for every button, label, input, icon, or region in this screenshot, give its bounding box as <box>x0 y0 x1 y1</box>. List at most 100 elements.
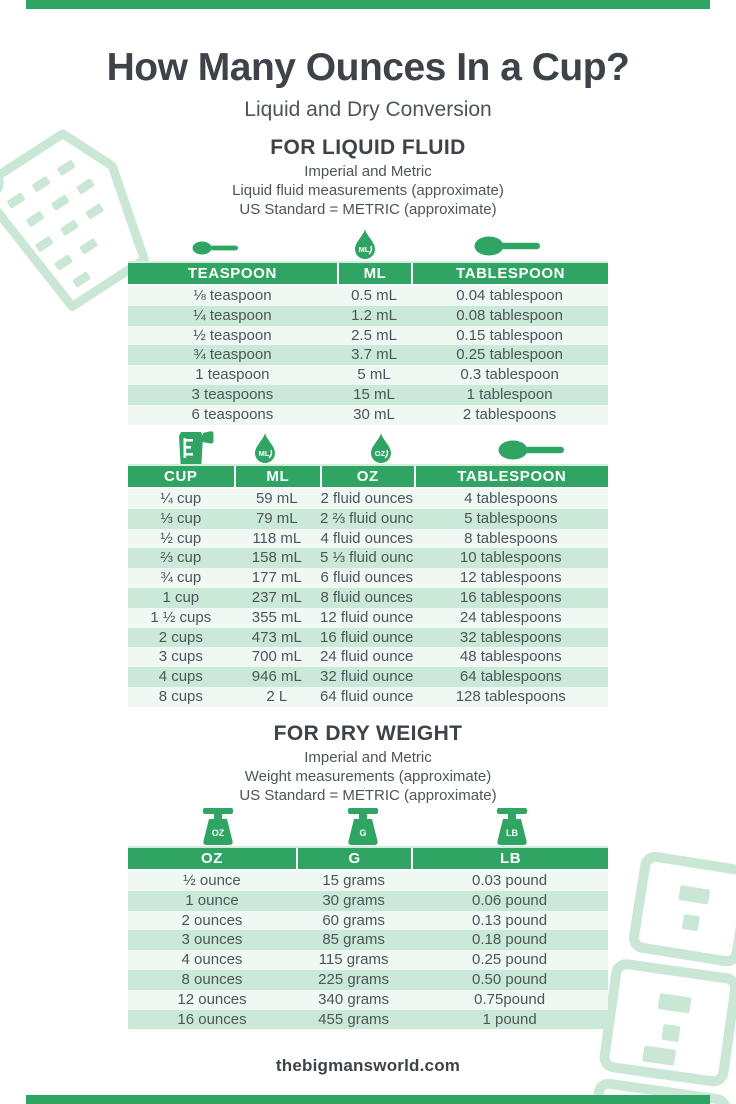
table-cell: ¼ teaspoon <box>193 306 272 324</box>
weight-table-icons: OZ G LB <box>128 808 608 846</box>
table-cell: 1 cup <box>162 588 200 606</box>
dry-line-3: US Standard = METRIC (approximate) <box>239 787 497 804</box>
table-cell: 2 tablespoons <box>462 405 557 423</box>
teaspoon-conversion-table: TEASPOON ML TABLESPOON ⅛ teaspoon 0.5 mL 0… <box>128 261 608 425</box>
table-body: ¼ cup 59 mL 2 fluid ounces 4 tablespoons ⅓ c… <box>128 489 608 707</box>
column-header: TABLESPOON <box>413 466 608 487</box>
table-cell: 4 tablespoons <box>464 490 558 507</box>
table-cell: 8 ounces <box>181 970 243 988</box>
column-header: CUP <box>164 468 198 485</box>
table-cell: 1 pound <box>482 1010 537 1028</box>
liquid-section-sublines: Imperial and Metric Liquid fluid measure… <box>0 162 736 219</box>
table-cell: ⅔ cup <box>160 549 202 567</box>
table-row: 16 ounces 455 grams 1 pound <box>128 1009 608 1030</box>
table-cell: 355 mL <box>251 608 302 626</box>
table-header: TEASPOON ML TABLESPOON <box>128 263 608 286</box>
table-cell: 0.03 pound <box>472 872 548 889</box>
table-row: ¼ teaspoon 1.2 mL 0.08 tablespoon <box>128 305 608 326</box>
table-cell: 0.75pound <box>474 990 546 1008</box>
table-cell: 237 mL <box>251 588 302 606</box>
table-cell: 3 cups <box>158 648 203 666</box>
column-header: ML <box>233 466 320 487</box>
liquid-line-3: US Standard = METRIC (approximate) <box>239 201 497 218</box>
table-cell: 24 tablespoons <box>459 608 562 626</box>
table-row: ⅛ teaspoon 0.5 mL 0.04 tablespoon <box>128 286 608 306</box>
liquid-section-heading: FOR LIQUID FLUID <box>270 136 466 159</box>
table-row: 2 cups 473 mL 16 fluid ounces 32 tablespoon… <box>128 627 608 648</box>
table-cell: ½ cup <box>160 529 202 547</box>
table-cell: 0.15 tablespoon <box>456 326 563 344</box>
table-cell: 5 ⅓ fluid ounces <box>319 549 414 567</box>
table-cell: 30 grams <box>322 891 385 909</box>
cup-conversion-table: CUP ML OZ TABLESPOON ¼ cup 59 mL 2 fluid o… <box>128 464 608 707</box>
table-cell: ½ ounce <box>183 872 241 889</box>
oz-droplet-icon: OZ <box>369 432 393 463</box>
dry-section-heading: FOR DRY WEIGHT <box>273 722 463 745</box>
table-row: 1 ½ cups 355 mL 12 fluid ounces 24 tablespo… <box>128 607 608 628</box>
liquid-line-1: Imperial and Metric <box>304 163 432 180</box>
table-cell: 4 fluid ounces <box>320 529 414 547</box>
table-cell: 2.5 mL <box>351 326 397 344</box>
table-cell: 0.3 tablespoon <box>460 366 559 384</box>
table-row: 3 ounces 85 grams 0.18 pound <box>128 930 608 951</box>
table-cell: 32 tablespoons <box>459 628 562 646</box>
table-cell: 6 fluid ounces <box>320 569 414 587</box>
table-cell: 12 fluid ounces <box>319 608 414 626</box>
teaspoon-table-icons: ML <box>128 228 608 260</box>
table-cell: 340 grams <box>318 990 390 1008</box>
table-row: 8 cups 2 L 64 fluid ounces 128 tablespoons <box>128 686 608 707</box>
table-cell: 4 ounces <box>181 951 243 969</box>
ml-droplet-label: ML <box>259 449 270 458</box>
table-row: ½ ounce 15 grams 0.03 pound <box>128 871 608 891</box>
bottom-border-bar <box>26 1095 710 1104</box>
table-cell: ½ teaspoon <box>193 326 272 344</box>
table-cell: 158 mL <box>251 549 302 567</box>
ml-droplet-icon: ML <box>253 432 277 463</box>
table-cell: 177 mL <box>251 569 302 587</box>
page-title: How Many Ounces In a Cup? <box>106 46 630 89</box>
table-cell: 473 mL <box>251 628 302 646</box>
table-cell: 8 cups <box>158 687 203 705</box>
column-header: G <box>296 848 411 869</box>
table-cell: 6 teaspoons <box>191 405 274 423</box>
table-cell: 1 teaspoon <box>195 366 270 384</box>
table-cell: 32 fluid ounces <box>319 668 414 686</box>
table-cell: 64 fluid ounces <box>319 687 414 705</box>
table-body: ⅛ teaspoon 0.5 mL 0.04 tablespoon ¼ teaspoo… <box>128 286 608 425</box>
table-cell: ⅛ teaspoon <box>193 287 272 304</box>
ml-droplet-icon: ML <box>353 228 377 259</box>
page-subtitle: Liquid and Dry Conversion <box>244 98 492 121</box>
oz-scale-label: OZ <box>212 828 225 838</box>
g-scale-icon: G <box>344 808 382 845</box>
table-cell: 0.18 pound <box>472 931 548 949</box>
notes-sketch <box>581 851 736 1104</box>
table-row: 8 ounces 225 grams 0.50 pound <box>128 969 608 990</box>
table-cell: 48 tablespoons <box>459 648 562 666</box>
table-row: ⅔ cup 158 mL 5 ⅓ fluid ounces 10 tablespoon… <box>128 548 608 569</box>
column-header: OZ <box>200 850 224 867</box>
measuring-jug-sketch <box>0 129 149 311</box>
table-cell: 60 grams <box>322 911 385 929</box>
table-cell: 15 grams <box>322 872 385 889</box>
table-cell: 118 mL <box>252 529 302 547</box>
table-cell: 2 ounces <box>181 911 243 929</box>
table-header: OZ G LB <box>128 848 608 871</box>
table-cell: 700 mL <box>251 648 302 666</box>
table-cell: 3.7 mL <box>351 346 397 364</box>
table-cell: 0.13 pound <box>472 911 548 929</box>
table-cell: ⅓ cup <box>160 509 202 527</box>
table-row: 1 ounce 30 grams 0.06 pound <box>128 890 608 911</box>
table-cell: 2 fluid ounces <box>320 490 414 507</box>
table-row: 1 teaspoon 5 mL 0.3 tablespoon <box>128 365 608 385</box>
g-scale-label: G <box>359 828 366 838</box>
table-cell: 16 ounces <box>177 1010 247 1028</box>
liquid-line-2: Liquid fluid measurements (approximate) <box>232 182 504 199</box>
table-cell: 1 ounce <box>185 891 239 909</box>
table-cell: 12 ounces <box>177 990 247 1008</box>
top-border-bar <box>26 0 710 9</box>
cup-table-icons: ML OZ <box>128 430 608 466</box>
table-row: 1 cup 237 mL 8 fluid ounces 16 tablespoons <box>128 587 608 608</box>
table-cell: 3 teaspoons <box>191 385 274 403</box>
column-header: TEASPOON <box>187 265 277 282</box>
column-header: OZ <box>319 466 414 487</box>
